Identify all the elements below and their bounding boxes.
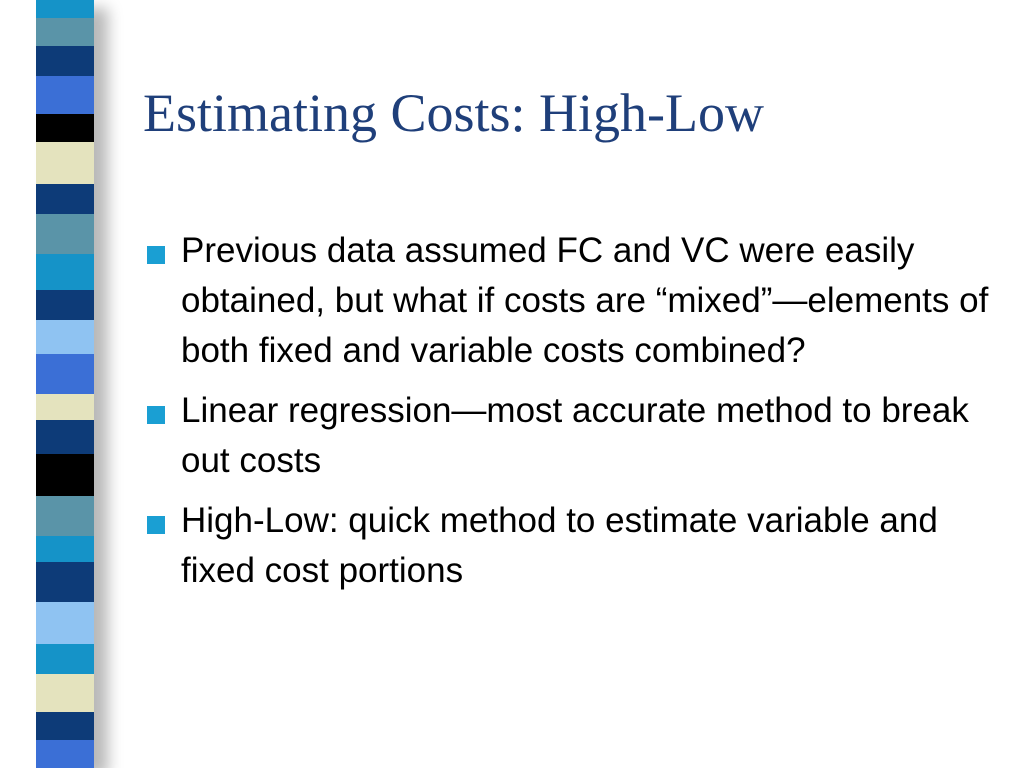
stripe-band [36,420,94,454]
stripe-band [36,644,94,674]
bullet-list: Previous data assumed FC and VC were eas… [145,226,1005,606]
stripe-band [36,290,94,320]
bullet-item: High-Low: quick method to estimate varia… [145,496,1005,596]
stripe-band [36,214,94,254]
stripe-band [36,674,94,712]
stripe-band [36,254,94,290]
slide-title: Estimating Costs: High-Low [143,83,764,143]
stripe-band [36,142,94,184]
decorative-stripe [36,0,94,768]
bullet-text: Linear regression—most accurate method t… [181,391,969,480]
stripe-band [36,496,94,536]
stripe-band [36,320,94,354]
stripe-band [36,740,94,768]
stripe-band [36,602,94,644]
square-bullet-icon [147,406,165,424]
stripe-band [36,46,94,76]
stripe-band [36,394,94,420]
stripe-band [36,562,94,602]
square-bullet-icon [147,516,165,534]
stripe-band [36,18,94,46]
stripe-band [36,536,94,562]
stripe-band [36,114,94,142]
stripe-band [36,712,94,740]
stripe-band [36,354,94,394]
stripe-band [36,0,94,18]
bullet-item: Linear regression—most accurate method t… [145,386,1005,486]
bullet-text: High-Low: quick method to estimate varia… [181,501,938,590]
stripe-band [36,76,94,114]
bullet-item: Previous data assumed FC and VC were eas… [145,226,1005,376]
square-bullet-icon [147,246,165,264]
stripe-band [36,454,94,496]
stripe-band [36,184,94,214]
bullet-text: Previous data assumed FC and VC were eas… [181,231,989,370]
